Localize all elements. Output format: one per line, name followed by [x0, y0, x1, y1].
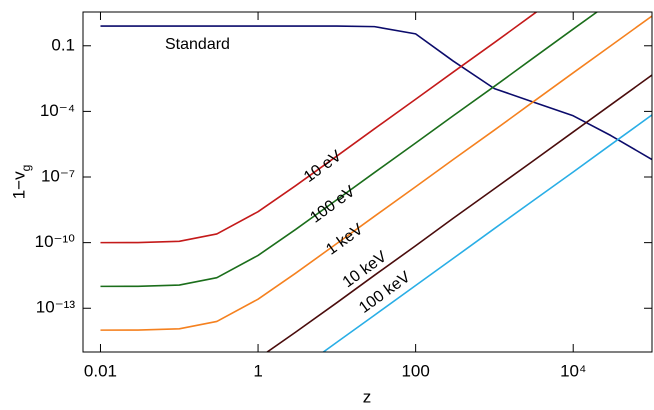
series-line — [265, 74, 652, 352]
x-tick-label: 0.01 — [84, 361, 117, 380]
y-tick-label: 10⁻⁴ — [40, 101, 75, 120]
series-line — [100, 25, 652, 161]
x-tick-label: 10⁴ — [560, 361, 586, 380]
series-line — [100, 12, 538, 244]
curve-label: Standard — [165, 36, 230, 53]
curve-label: 1 keV — [323, 221, 366, 259]
curve-label: 10 eV — [301, 147, 345, 186]
series-line — [100, 15, 652, 331]
plot-area — [100, 12, 652, 352]
x-tick-label: 100 — [401, 361, 429, 380]
y-tick-label: 0.1 — [51, 35, 75, 54]
y-tick-label: 10⁻⁷ — [41, 166, 75, 185]
curve-label: 100 eV — [307, 183, 358, 227]
x-axis-label: z — [363, 387, 372, 406]
y-tick-label: 10⁻¹⁰ — [35, 232, 76, 251]
frame — [82, 11, 653, 353]
y-axis-label: 1−vg — [9, 165, 33, 200]
series-line — [100, 12, 599, 288]
y-tick-label: 10⁻¹³ — [36, 298, 76, 317]
series-line — [322, 114, 652, 352]
x-tick-label: 1 — [253, 361, 262, 380]
